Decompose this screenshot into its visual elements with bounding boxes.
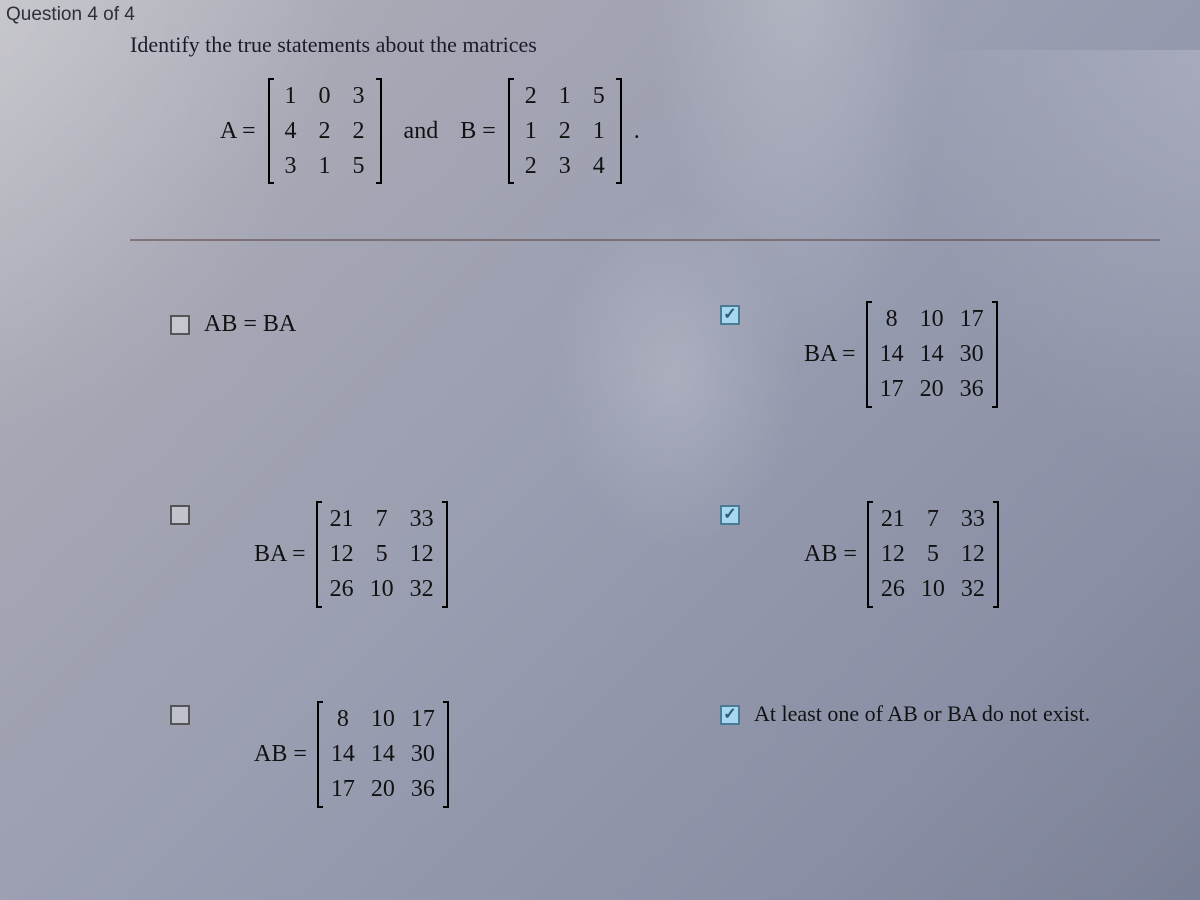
option-1-text: AB = BA <box>204 311 296 338</box>
option-ba-matrix-1[interactable]: BA = 81017141430172036 <box>720 301 998 407</box>
checkbox-1[interactable] <box>170 315 190 335</box>
matrix-b-label: B = <box>460 118 496 145</box>
option-4-label: AB = <box>804 541 857 568</box>
period: . <box>634 118 640 145</box>
checkbox-6[interactable] <box>720 705 740 725</box>
option-4-matrix: 2173312512261032 <box>867 501 999 607</box>
matrix-a: 103422315 <box>268 78 382 184</box>
checkbox-5[interactable] <box>170 705 190 725</box>
option-5-matrix: 81017141430172036 <box>317 701 449 807</box>
given-matrices: A = 103422315 and B = 215121234 . <box>220 78 1160 184</box>
option-ab-matrix-2[interactable]: AB = 81017141430172036 <box>170 701 449 807</box>
checkbox-3[interactable] <box>170 505 190 525</box>
option-ab-equals-ba[interactable]: AB = BA <box>170 311 296 338</box>
checkbox-4[interactable] <box>720 505 740 525</box>
matrix-b: 215121234 <box>508 78 622 184</box>
option-6-text: At least one of AB or BA do not exist. <box>754 701 1090 727</box>
option-3-matrix: 2173312512261032 <box>316 501 448 607</box>
option-5-label: AB = <box>254 741 307 768</box>
option-not-exist[interactable]: At least one of AB or BA do not exist. <box>720 701 1090 727</box>
question-content: Identify the true statements about the m… <box>130 32 1160 890</box>
prompt-text: Identify the true statements about the m… <box>130 32 1160 58</box>
option-2-label: BA = <box>804 341 856 368</box>
question-number: Question 4 of 4 <box>6 4 135 26</box>
option-2-matrix: 81017141430172036 <box>866 301 998 407</box>
and-text: and <box>404 118 439 145</box>
checkbox-2[interactable] <box>720 305 740 325</box>
option-ba-matrix-2[interactable]: BA = 2173312512261032 <box>170 501 448 607</box>
matrix-a-label: A = <box>220 118 256 145</box>
divider <box>130 239 1160 241</box>
option-ab-matrix-1[interactable]: AB = 2173312512261032 <box>720 501 999 607</box>
option-3-label: BA = <box>254 541 306 568</box>
